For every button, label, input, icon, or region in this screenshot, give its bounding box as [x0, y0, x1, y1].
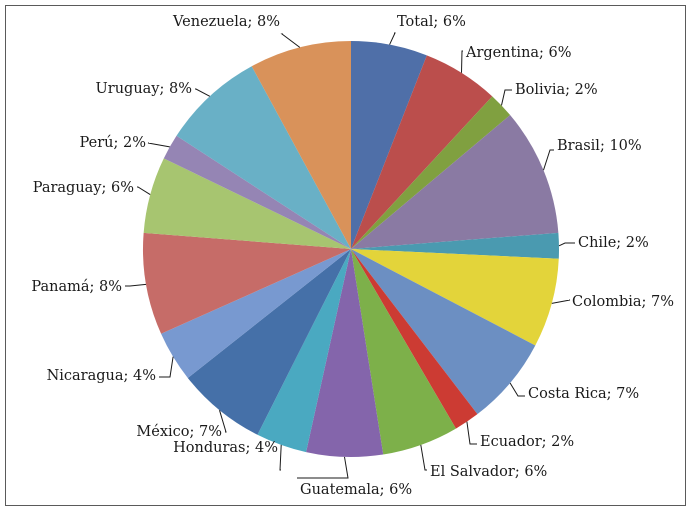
data-label: Total; 6% — [397, 14, 466, 30]
leader-line — [159, 356, 174, 378]
leader-line — [389, 32, 396, 45]
leader-line — [420, 444, 427, 471]
leader-line — [558, 242, 575, 247]
pie-slices — [143, 41, 559, 458]
pie-slice-colombia — [351, 249, 559, 346]
data-label: Argentina; 6% — [465, 45, 572, 61]
pie-slice-panam- — [143, 232, 351, 334]
data-label: Chile; 2% — [578, 235, 649, 251]
leader-line — [137, 186, 151, 196]
data-label: Bolivia; 2% — [515, 82, 598, 98]
data-label: El Salvador; 6% — [430, 464, 547, 480]
data-label: Ecuador; 2% — [480, 434, 574, 450]
leader-line — [279, 444, 282, 471]
data-label: Uruguay; 8% — [96, 81, 192, 97]
pie-slice-guatemala — [306, 249, 384, 458]
leader-line — [551, 299, 571, 304]
data-label: México; 7% — [136, 424, 222, 440]
leader-line — [509, 382, 525, 397]
data-label: Costa Rica; 7% — [528, 386, 639, 402]
data-label: Honduras; 4% — [173, 440, 278, 456]
pie-slice-venezuela — [251, 41, 351, 249]
data-labels: Total; 6% Argentina; 6% Bolivia; 2% Brasil;… — [31, 14, 674, 498]
pie-slice-paraguay — [143, 158, 351, 249]
pie-slice-m-xico — [187, 249, 351, 435]
pie-slice-total — [351, 41, 427, 249]
leader-line — [501, 89, 512, 106]
data-label: Colombia; 7% — [572, 294, 674, 310]
pie-slice-nicaragua — [161, 249, 351, 378]
data-label: Venezuela; 8% — [172, 14, 280, 30]
data-label: Perú; 2% — [80, 135, 146, 151]
pie-slice-per- — [163, 135, 351, 249]
leader-line — [461, 50, 463, 73]
pie-slice-honduras — [257, 249, 351, 453]
data-label: Guatemala; 6% — [300, 482, 412, 498]
pie-slice-ecuador — [351, 249, 478, 429]
pie-slice-costa-rica — [351, 249, 536, 415]
pie-slice-uruguay — [176, 66, 351, 249]
pie-slice-brasil — [351, 115, 559, 249]
leader-line — [466, 421, 477, 445]
leader-lines — [125, 32, 575, 479]
pie-slice-el-salvador — [351, 249, 456, 455]
leader-line — [280, 33, 301, 48]
data-label: Paraguay; 6% — [33, 180, 134, 196]
data-label: Panamá; 8% — [31, 279, 122, 295]
leader-line — [195, 88, 211, 97]
leader-line — [147, 142, 170, 148]
data-label: Brasil; 10% — [557, 138, 642, 154]
leader-line — [543, 149, 554, 171]
pie-slice-bolivia — [351, 96, 511, 249]
data-label: Nicaragua; 4% — [47, 368, 156, 384]
pie-slice-chile — [351, 232, 559, 259]
leader-line — [297, 456, 349, 479]
leader-line — [125, 283, 147, 287]
leader-line — [219, 410, 227, 433]
pie-slice-argentina — [351, 55, 493, 249]
